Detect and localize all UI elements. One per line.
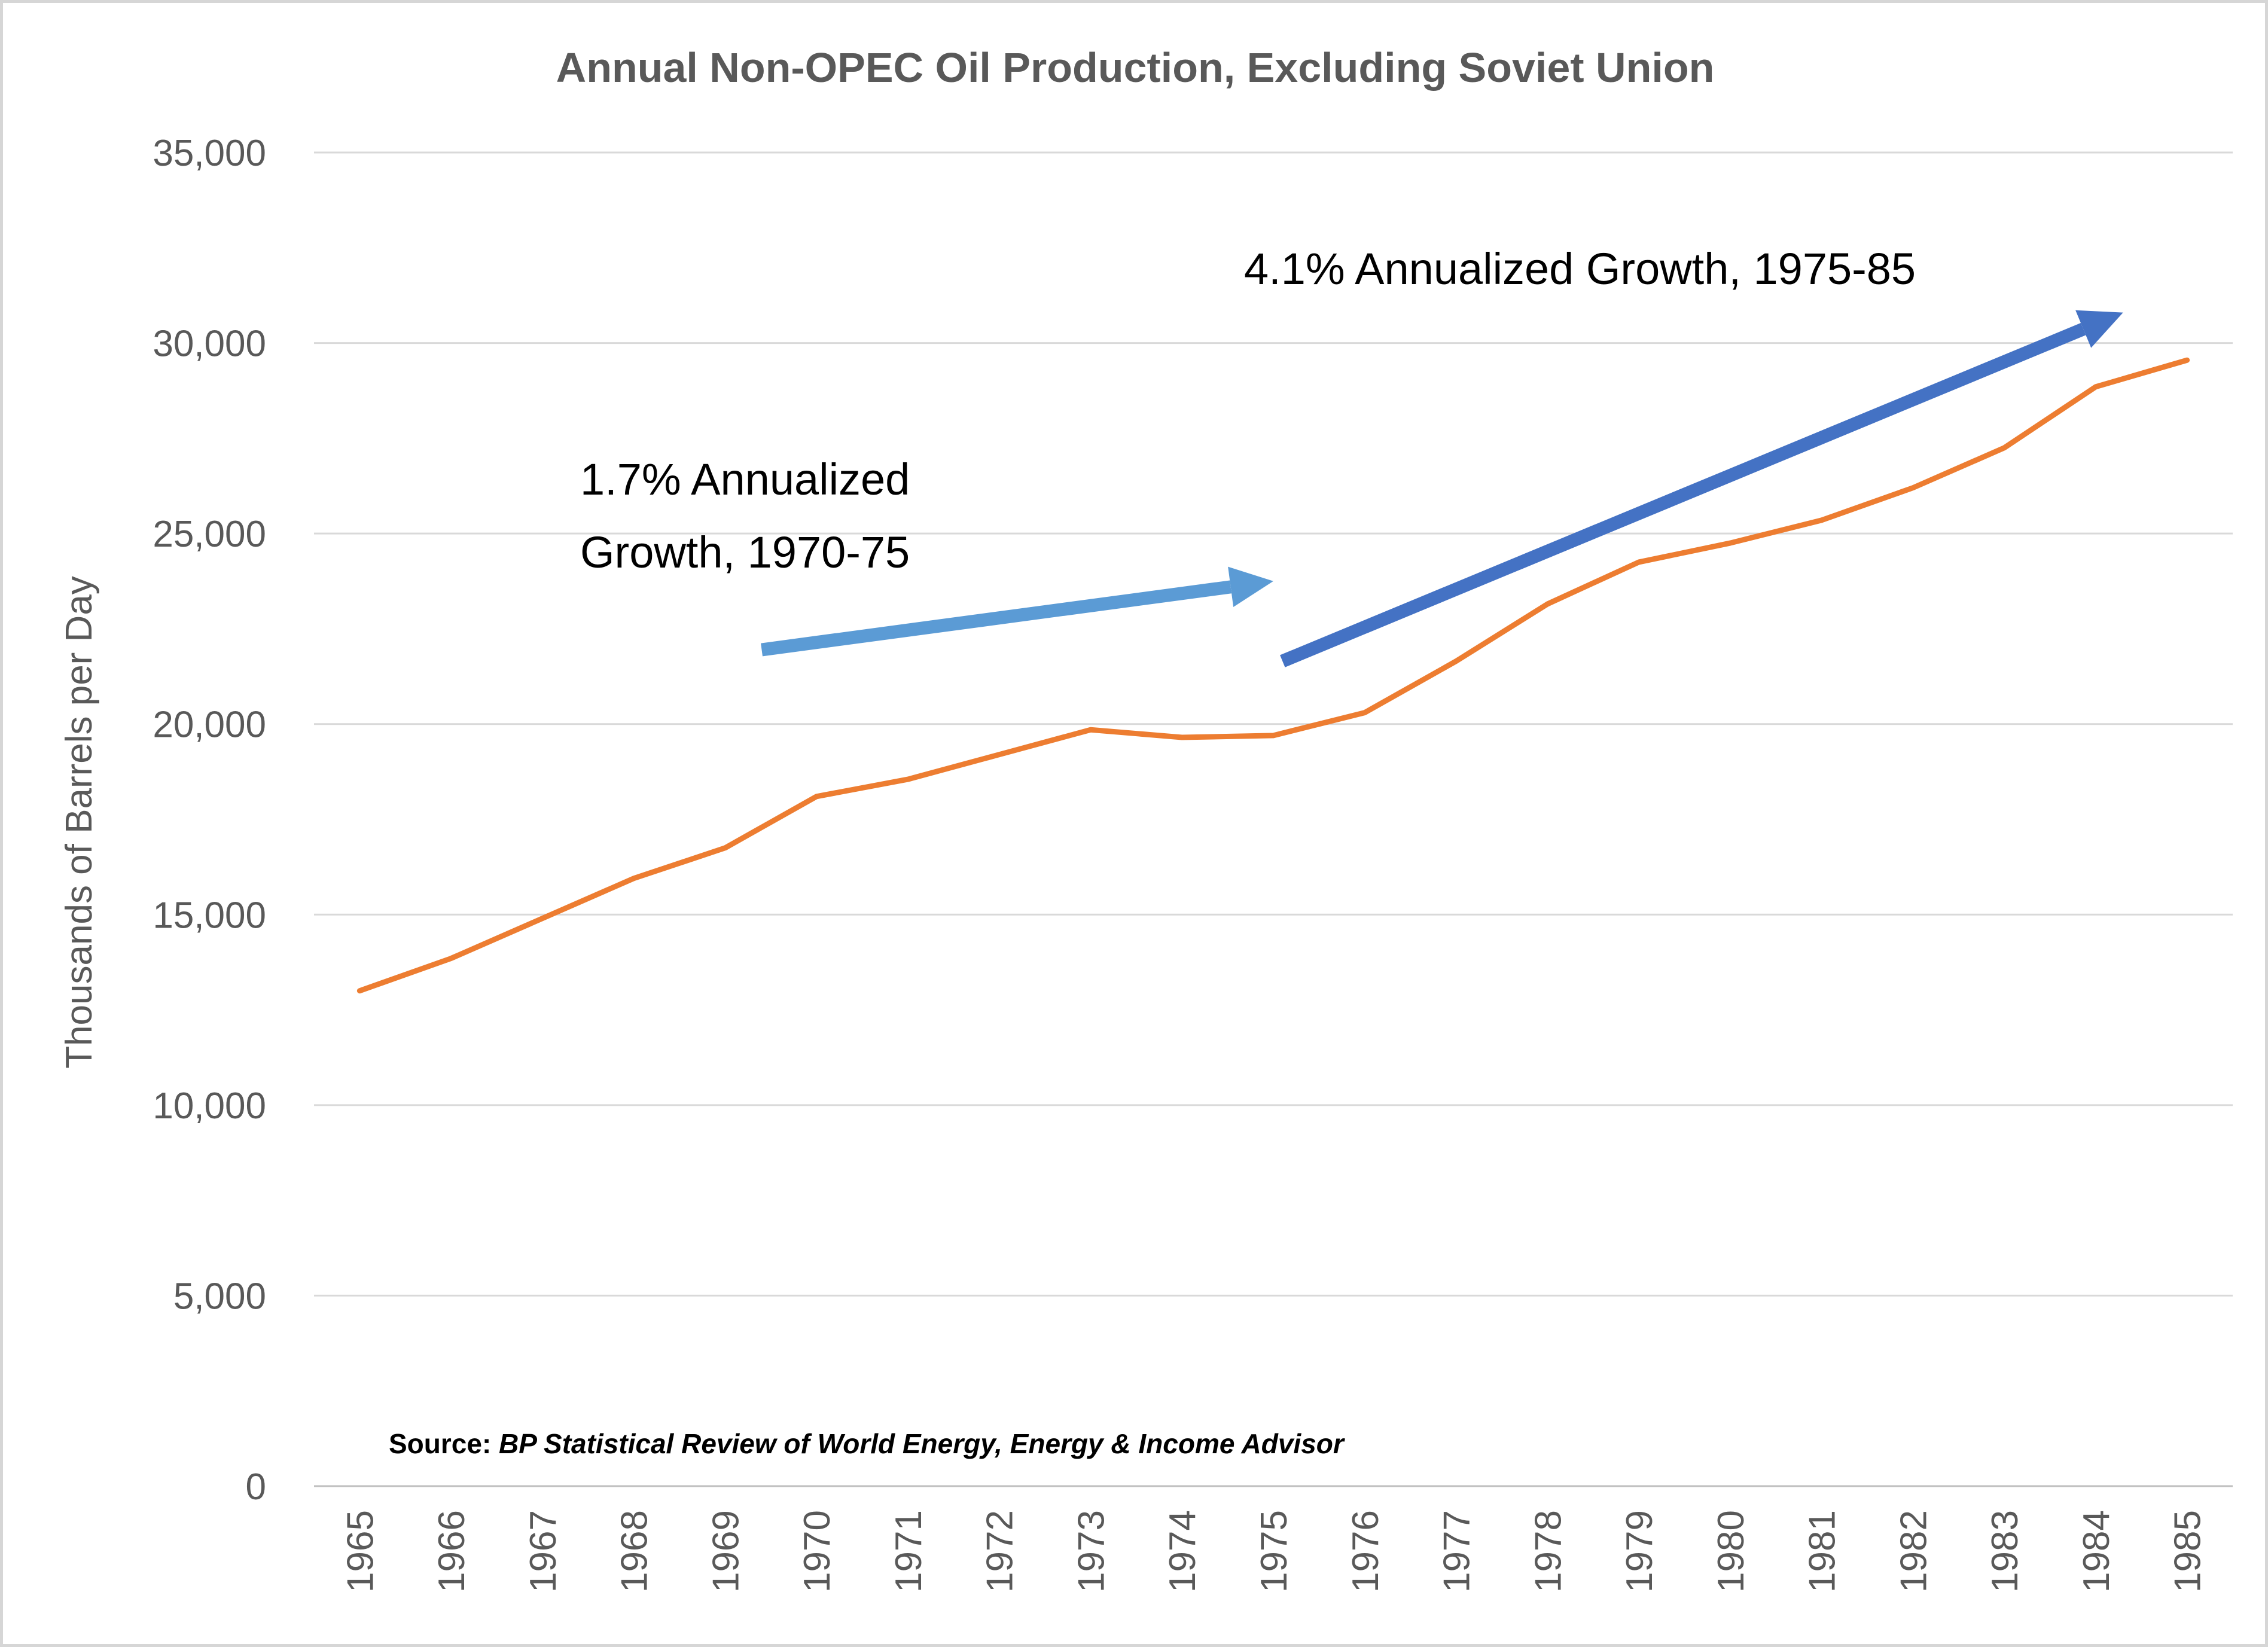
annotation-arrow-shaft (761, 580, 1232, 657)
series-line (356, 357, 2190, 994)
y-tick-label: 5,000 (173, 1276, 266, 1317)
x-tick-label: 1982 (1893, 1510, 1934, 1593)
x-tick-label: 1973 (1071, 1510, 1112, 1593)
x-tick-label: 1983 (1984, 1510, 2026, 1593)
x-tick-label: 1972 (980, 1510, 1021, 1593)
x-tick-label: 1968 (614, 1510, 656, 1593)
x-tick-label: 1977 (1437, 1510, 1478, 1593)
grid-layer (314, 151, 2233, 1487)
y-tick-label: 30,000 (153, 324, 266, 365)
annotation-layer: 1.7% Annualized Growth, 1970-75 4.1% Annua… (580, 244, 2123, 667)
x-tick-label: 1978 (1528, 1510, 1569, 1593)
annotation-text: Growth, 1970-75 (580, 527, 910, 577)
y-tick-label: 10,000 (153, 1085, 266, 1127)
y-tick-label: 35,000 (153, 133, 266, 174)
x-tick-label: 1985 (2168, 1510, 2209, 1593)
x-tick-label: 1980 (1711, 1510, 1752, 1593)
source-text: BP Statistical Review of World Energy, E… (499, 1428, 1345, 1459)
y-tick-label: 0 (246, 1466, 266, 1508)
x-tick-label: 1969 (705, 1510, 746, 1593)
y-axis-ticks: 0 5,000 10,000 15,000 20,000 25,000 30,000 35,0… (153, 133, 266, 1508)
source-note: Source: BP Statistical Review of World E… (389, 1428, 1345, 1459)
annotation-arrow-head (1228, 566, 1273, 608)
annotation-arrow-head (2075, 310, 2123, 348)
x-tick-label: 1976 (1345, 1510, 1386, 1593)
x-tick-label: 1965 (340, 1510, 381, 1593)
y-tick-label: 20,000 (153, 704, 266, 746)
x-axis-ticks: 1965 1966 1967 1968 1969 1970 1971 1972 1973 1974… (340, 1510, 2208, 1593)
x-tick-label: 1984 (2076, 1510, 2117, 1593)
annotation-text: 1.7% Annualized (580, 455, 910, 504)
series-layer (356, 357, 2190, 994)
annotation-text: 4.1% Annualized Growth, 1975-85 (1244, 244, 1916, 294)
source-label: Source: (389, 1428, 499, 1459)
chart-svg: Annual Non-OPEC Oil Production, Excludin… (59, 44, 2233, 1593)
y-tick-label: 25,000 (153, 514, 266, 555)
y-tick-label: 15,000 (153, 895, 266, 936)
x-tick-label: 1971 (888, 1510, 929, 1593)
annotation-arrow-shaft (1280, 323, 2086, 667)
y-axis-label: Thousands of Barrels per Day (59, 576, 100, 1069)
x-tick-label: 1979 (1619, 1510, 1660, 1593)
x-tick-label: 1966 (431, 1510, 472, 1593)
chart-title: Annual Non-OPEC Oil Production, Excludin… (556, 44, 1715, 91)
x-tick-label: 1970 (797, 1510, 838, 1593)
x-tick-label: 1981 (1802, 1510, 1843, 1593)
x-tick-label: 1975 (1254, 1510, 1295, 1593)
x-tick-label: 1974 (1162, 1510, 1203, 1593)
x-tick-label: 1967 (523, 1510, 564, 1593)
